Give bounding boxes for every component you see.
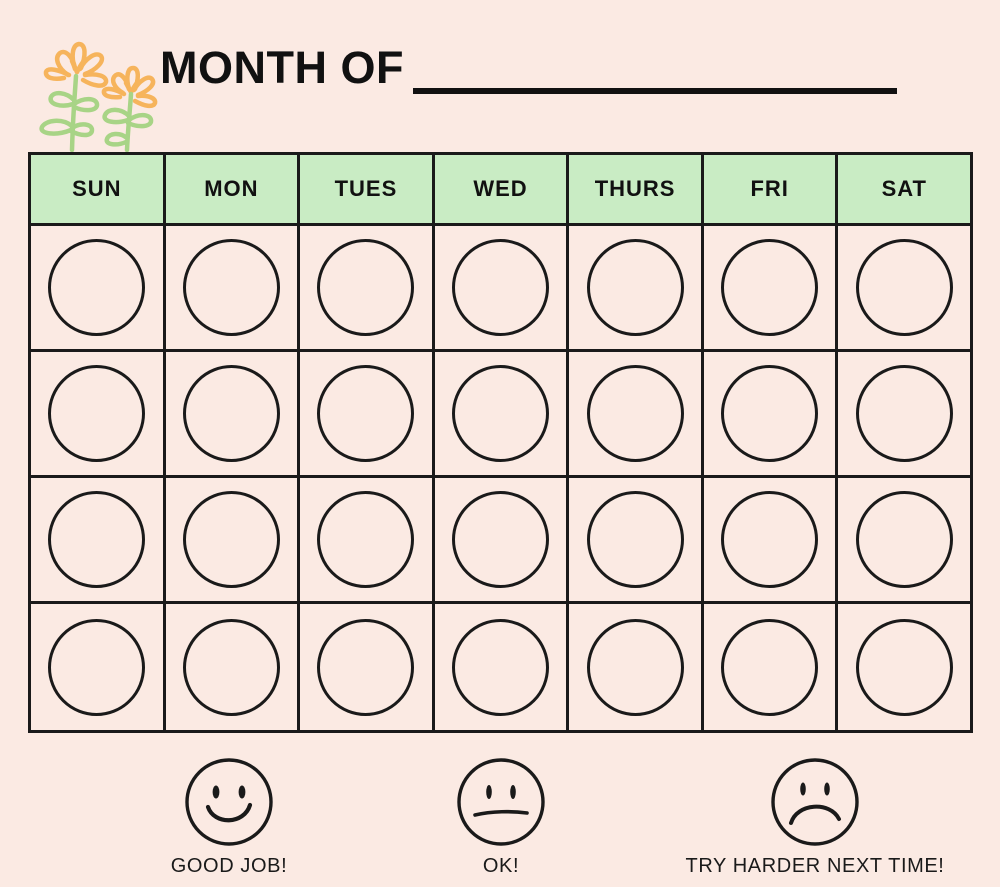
- day-cell[interactable]: [300, 478, 435, 604]
- day-cell[interactable]: [434, 352, 570, 478]
- calendar-week-row: [31, 226, 971, 352]
- day-cell[interactable]: [31, 226, 166, 352]
- day-header-label: TUES: [334, 176, 398, 201]
- day-header-sat: SAT: [838, 155, 971, 226]
- calendar-header-row: SUN MON TUES WED THURS FRI SAT: [31, 155, 971, 226]
- legend-item-try-harder: TRY HARDER NEXT TIME!: [650, 745, 980, 878]
- day-cell[interactable]: [300, 226, 435, 352]
- rating-legend: GOOD JOB! OK!: [0, 745, 1000, 887]
- day-cell[interactable]: [703, 352, 839, 478]
- day-cell[interactable]: [31, 352, 166, 478]
- flower-doodle-icon: [28, 28, 160, 153]
- day-header-tues: TUES: [300, 155, 435, 226]
- day-circle[interactable]: [182, 491, 280, 588]
- day-circle[interactable]: [452, 618, 550, 716]
- month-name-blank[interactable]: [413, 88, 897, 94]
- legend-label: OK!: [482, 855, 520, 877]
- day-cell[interactable]: [569, 226, 704, 352]
- day-circle[interactable]: [452, 239, 550, 336]
- day-header-label: FRI: [750, 176, 789, 201]
- day-cell[interactable]: [838, 352, 971, 478]
- day-cell[interactable]: [300, 352, 435, 478]
- day-header-wed: WED: [434, 155, 570, 226]
- smiley-happy-icon: [184, 757, 274, 847]
- day-cell[interactable]: [300, 604, 435, 730]
- day-circle[interactable]: [721, 491, 819, 588]
- calendar-week-row: [31, 352, 971, 478]
- day-header-thurs: THURS: [569, 155, 704, 226]
- calendar-week-row: [31, 478, 971, 604]
- page-title: MONTH OF: [160, 42, 404, 93]
- day-circle[interactable]: [586, 618, 684, 716]
- legend-label: GOOD JOB!: [170, 855, 288, 877]
- day-circle[interactable]: [721, 239, 819, 336]
- day-cell[interactable]: [165, 352, 301, 478]
- day-circle[interactable]: [317, 365, 415, 462]
- legend-item-ok: OK!: [336, 745, 666, 878]
- day-header-fri: FRI: [703, 155, 839, 226]
- day-cell[interactable]: [434, 226, 570, 352]
- day-circle[interactable]: [586, 491, 684, 588]
- day-circle[interactable]: [317, 618, 415, 716]
- day-header-label: SAT: [881, 176, 927, 201]
- smiley-sad-icon: [770, 757, 860, 847]
- day-circle[interactable]: [48, 365, 146, 462]
- day-cell[interactable]: [838, 226, 971, 352]
- day-header-label: WED: [473, 176, 528, 201]
- day-cell[interactable]: [838, 604, 971, 730]
- calendar-week-row: [31, 604, 971, 730]
- day-circle[interactable]: [586, 239, 684, 336]
- day-circle[interactable]: [317, 491, 415, 588]
- day-cell[interactable]: [434, 604, 570, 730]
- day-cell[interactable]: [569, 478, 704, 604]
- day-circle[interactable]: [721, 365, 819, 462]
- day-cell[interactable]: [31, 478, 166, 604]
- day-cell[interactable]: [165, 604, 301, 730]
- day-circle[interactable]: [48, 618, 146, 716]
- day-circle[interactable]: [317, 239, 415, 336]
- page-header: MONTH OF: [0, 0, 1000, 153]
- day-circle[interactable]: [182, 618, 280, 716]
- day-circle[interactable]: [855, 365, 953, 462]
- day-cell[interactable]: [434, 478, 570, 604]
- day-cell[interactable]: [165, 478, 301, 604]
- day-header-sun: SUN: [31, 155, 166, 226]
- calendar-grid: SUN MON TUES WED THURS FRI SAT: [28, 152, 973, 733]
- legend-label: TRY HARDER NEXT TIME!: [685, 855, 945, 877]
- legend-item-good-job: GOOD JOB!: [64, 745, 394, 878]
- day-circle[interactable]: [721, 618, 819, 716]
- day-header-label: MON: [204, 176, 259, 201]
- day-cell[interactable]: [569, 352, 704, 478]
- day-header-label: THURS: [594, 176, 676, 201]
- day-circle[interactable]: [855, 618, 953, 716]
- day-circle[interactable]: [855, 491, 953, 588]
- day-circle[interactable]: [855, 239, 953, 336]
- day-circle[interactable]: [48, 491, 146, 588]
- day-circle[interactable]: [586, 365, 684, 462]
- day-cell[interactable]: [31, 604, 166, 730]
- day-cell[interactable]: [569, 604, 704, 730]
- day-header-label: SUN: [72, 176, 122, 201]
- day-cell[interactable]: [838, 478, 971, 604]
- day-cell[interactable]: [165, 226, 301, 352]
- day-cell[interactable]: [703, 226, 839, 352]
- day-circle[interactable]: [452, 365, 550, 462]
- smiley-neutral-icon: [456, 757, 546, 847]
- day-circle[interactable]: [182, 239, 280, 336]
- day-circle[interactable]: [182, 365, 280, 462]
- day-cell[interactable]: [703, 478, 839, 604]
- day-circle[interactable]: [452, 491, 550, 588]
- day-circle[interactable]: [48, 239, 146, 336]
- day-header-mon: MON: [165, 155, 301, 226]
- day-cell[interactable]: [703, 604, 839, 730]
